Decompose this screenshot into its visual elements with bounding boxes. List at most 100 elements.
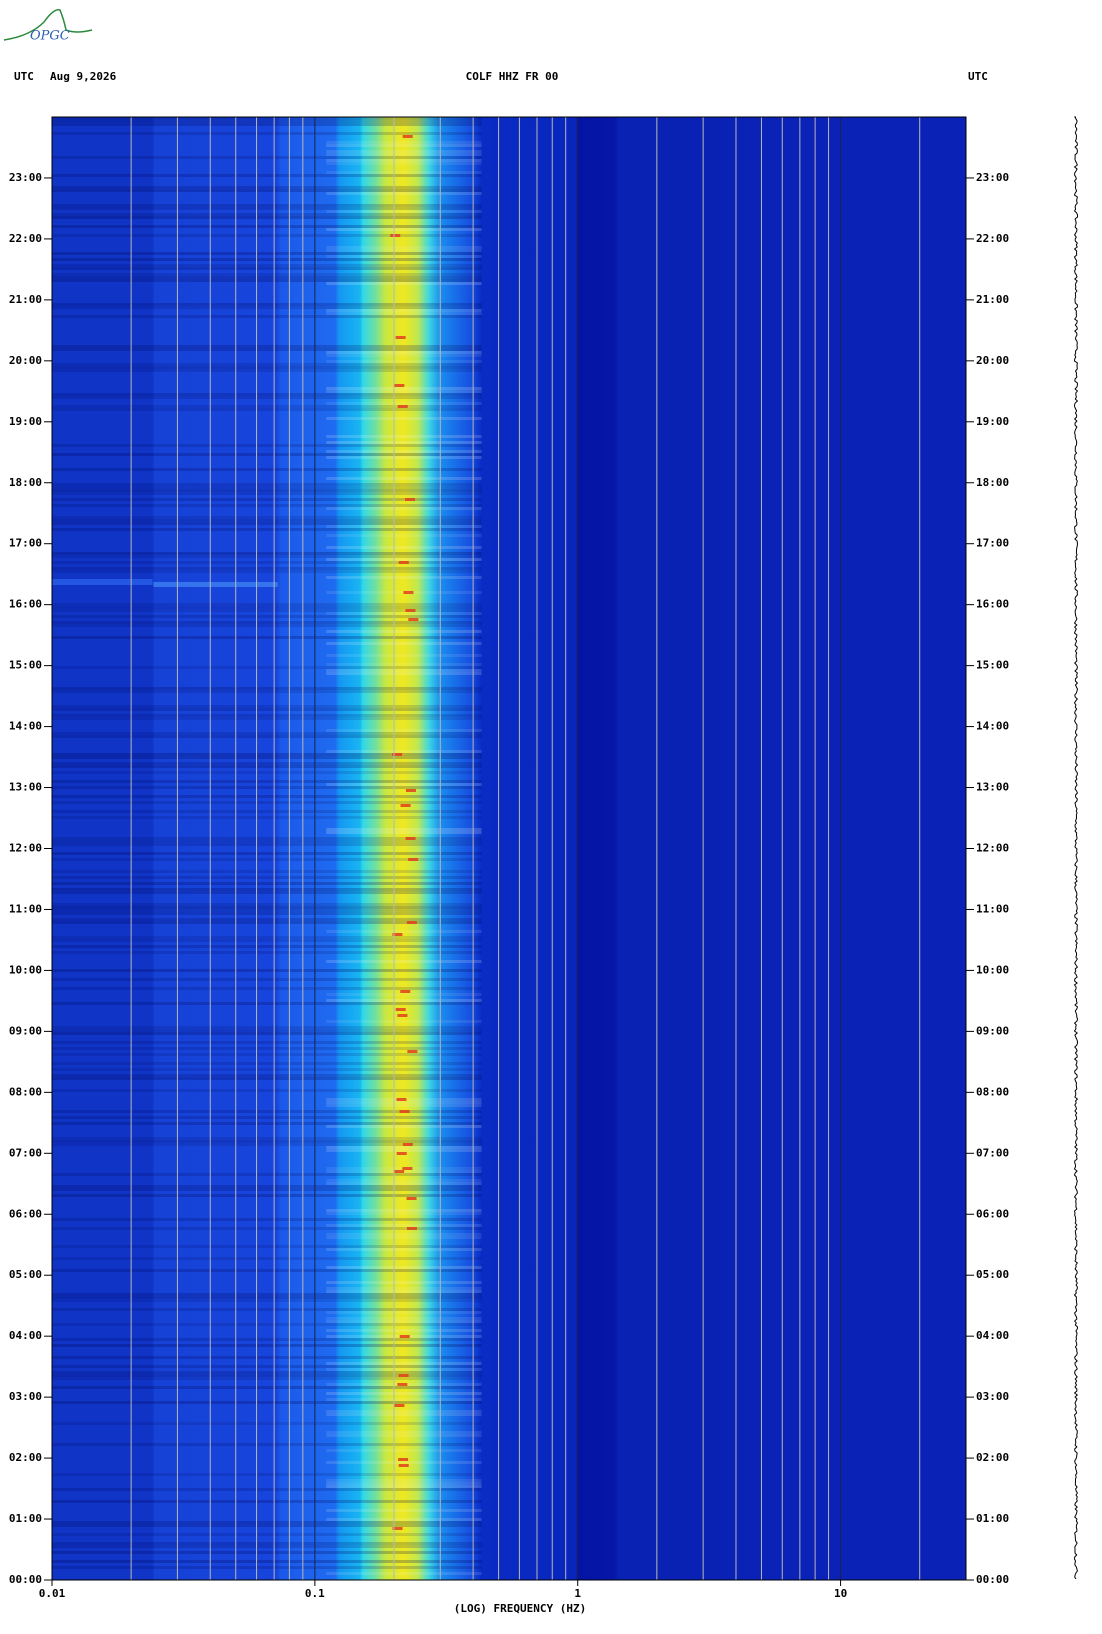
y-tick-label: 22:00 (976, 232, 1009, 245)
streak (52, 1077, 482, 1080)
streak (52, 264, 482, 267)
streak (52, 1068, 482, 1071)
streak (52, 882, 482, 885)
streak (52, 123, 482, 126)
streak (397, 1383, 408, 1386)
y-tick-label: 20:00 (9, 354, 42, 367)
streak (52, 717, 482, 720)
streak (326, 1209, 482, 1212)
streak (326, 1320, 482, 1323)
streak (52, 615, 482, 618)
streak (52, 444, 482, 447)
y-tick-label: 06:00 (9, 1207, 42, 1220)
streak (407, 1050, 418, 1053)
streak (52, 1140, 482, 1143)
y-tick-label: 08:00 (976, 1085, 1009, 1098)
y-tick-label: 14:00 (976, 720, 1009, 733)
streak (52, 1218, 482, 1221)
streak (52, 903, 482, 906)
streak (52, 1116, 482, 1119)
seismic-trace (1073, 116, 1079, 1580)
streak (52, 939, 482, 942)
streak (326, 159, 482, 162)
streak (52, 1377, 482, 1380)
streak (52, 279, 482, 282)
streak (326, 1020, 482, 1023)
streak (52, 1500, 482, 1503)
streak (326, 450, 482, 453)
logo-text: OPGC (30, 29, 70, 44)
y-tick-label: 13:00 (976, 781, 1009, 794)
streak (326, 930, 482, 933)
streak (326, 783, 482, 786)
streak (392, 933, 403, 936)
streak (52, 366, 482, 369)
streak (52, 555, 482, 558)
streak (52, 621, 482, 624)
streak (52, 234, 482, 237)
y-tick-label: 15:00 (9, 659, 42, 672)
streak (52, 978, 482, 981)
streak (326, 435, 482, 438)
streak (52, 1299, 482, 1302)
streak (52, 363, 482, 366)
streak (52, 1089, 482, 1092)
streak (52, 690, 482, 693)
streak (326, 672, 482, 675)
streak (326, 1431, 482, 1434)
streak (52, 552, 482, 555)
streak (402, 135, 413, 138)
streak (52, 1110, 482, 1113)
streak (326, 171, 482, 174)
streak (52, 801, 482, 804)
streak (52, 936, 482, 939)
streak (52, 1371, 482, 1374)
streak (52, 888, 482, 891)
timezone-left: UTC (14, 70, 34, 83)
streak (52, 1074, 482, 1077)
streak (326, 1266, 482, 1269)
streak (326, 612, 482, 615)
streak (52, 1194, 482, 1197)
y-tick-label: 00:00 (976, 1573, 1009, 1586)
streak (52, 156, 482, 159)
streak (326, 576, 482, 579)
x-tick-label: 10 (834, 1587, 847, 1600)
streak (326, 1287, 482, 1290)
streak (52, 753, 482, 756)
streak (326, 642, 482, 645)
streak (326, 1572, 482, 1575)
streak (52, 909, 482, 912)
y-tick-label: 19:00 (976, 415, 1009, 428)
streak (52, 486, 482, 489)
y-tick-label: 10:00 (9, 963, 42, 976)
x-tick-label: 0.1 (305, 1587, 325, 1600)
streak (326, 282, 482, 285)
streak (52, 1323, 482, 1326)
streak (52, 369, 482, 372)
streak (52, 1122, 482, 1125)
streak (403, 591, 414, 594)
streak (52, 1386, 482, 1389)
streak (52, 453, 482, 456)
streak (326, 525, 482, 528)
streak (397, 1014, 408, 1017)
streak (396, 1152, 407, 1155)
y-tick-label: 16:00 (976, 598, 1009, 611)
chart-title: COLF HHZ FR 00 (466, 70, 559, 83)
y-tick-label: 11:00 (976, 902, 1009, 915)
streak (326, 417, 482, 420)
streak (326, 1434, 482, 1437)
streak (52, 522, 482, 525)
streak (52, 708, 482, 711)
streak (326, 1149, 482, 1152)
streak (326, 246, 482, 249)
streak (52, 852, 482, 855)
streak (326, 1212, 482, 1215)
streak (326, 228, 482, 231)
streak (326, 1317, 482, 1320)
streak (326, 1182, 482, 1185)
y-tick-label: 04:00 (9, 1329, 42, 1342)
streak (52, 1521, 482, 1524)
streak (326, 144, 482, 147)
